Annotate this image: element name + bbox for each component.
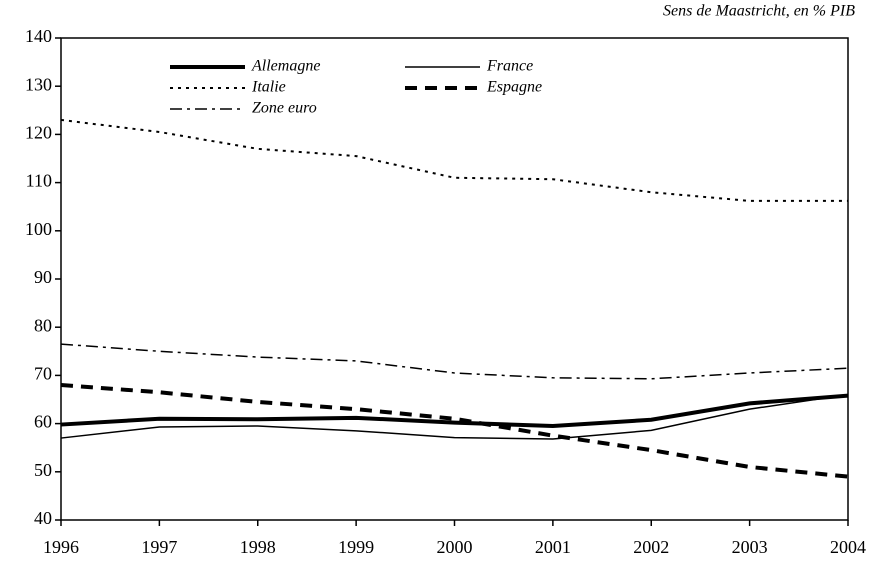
y-tick-label: 70 <box>34 364 52 384</box>
legend-label: Espagne <box>486 79 542 96</box>
series-line <box>60 118 848 202</box>
legend-label: Zone euro <box>252 100 317 117</box>
x-tick-label: 2004 <box>830 537 866 557</box>
chart-subtitle: Sens de Maastricht, en % PIB <box>663 3 855 20</box>
series-line <box>60 343 849 380</box>
series-line <box>60 393 849 429</box>
x-tick-label: 1998 <box>240 537 276 557</box>
legend-label: Allemagne <box>251 58 320 75</box>
series-line <box>60 383 849 479</box>
y-tick-label: 120 <box>25 123 52 143</box>
y-tick-label: 50 <box>34 460 52 480</box>
plot-frame <box>60 37 849 521</box>
legend-label: Italie <box>251 79 286 96</box>
x-tick-label: 1997 <box>141 537 177 557</box>
y-tick-label: 100 <box>25 219 52 239</box>
y-tick-label: 40 <box>34 508 52 528</box>
y-tick-label: 130 <box>25 74 52 94</box>
y-tick-label: 80 <box>34 315 52 335</box>
x-tick-label: 1999 <box>338 537 374 557</box>
x-tick-label: 2000 <box>437 537 473 557</box>
series-line <box>60 393 849 440</box>
x-tick-label: 2002 <box>633 537 669 557</box>
x-tick-label: 1996 <box>43 537 79 557</box>
y-tick-label: 60 <box>34 412 52 432</box>
y-tick-label: 110 <box>26 171 52 191</box>
x-tick-label: 2003 <box>732 537 768 557</box>
y-tick-label: 140 <box>25 26 52 46</box>
x-tick-label: 2001 <box>535 537 571 557</box>
y-tick-label: 90 <box>34 267 52 287</box>
legend-label: France <box>486 58 533 75</box>
